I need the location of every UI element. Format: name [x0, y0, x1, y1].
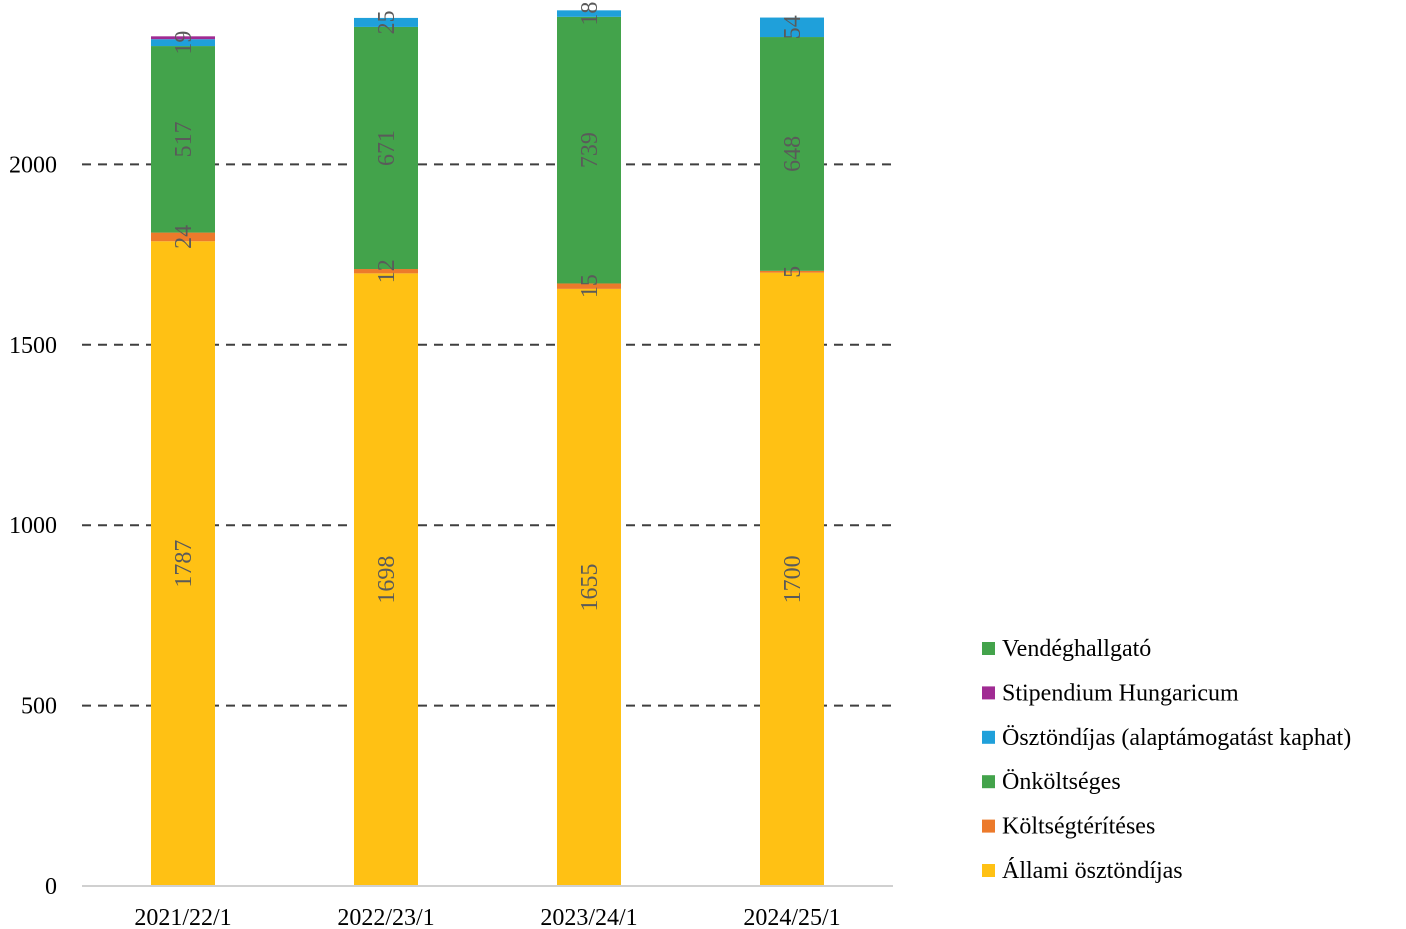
legend-swatch	[982, 686, 995, 700]
y-tick-label: 1500	[9, 333, 57, 359]
data-label: 648	[780, 136, 806, 172]
data-label: 671	[374, 130, 400, 166]
bar-segment	[151, 241, 215, 887]
bar-segment	[151, 39, 215, 47]
bar-segment	[557, 288, 621, 887]
y-tick-label: 0	[45, 874, 57, 900]
data-labels: 1787 24 517 19 1698 12 671 25 1655 15 739 18 1700 5 64…	[171, 2, 806, 612]
data-label: 1700	[780, 555, 806, 603]
legend-swatch	[982, 819, 995, 833]
data-label: 18	[577, 2, 603, 26]
legend: Vendéghallgató Stipendium Hungaricum Ösztö…	[982, 636, 1351, 884]
data-label: 25	[374, 10, 400, 34]
data-label: 15	[577, 274, 603, 298]
legend-entry: Önköltséges	[1002, 769, 1121, 795]
data-label: 12	[374, 259, 400, 283]
bar-segment	[557, 16, 621, 284]
bar-segment	[354, 269, 418, 274]
x-tick-label: 2024/25/1	[743, 905, 840, 929]
y-tick-label: 2000	[9, 152, 57, 178]
legend-swatch	[982, 775, 995, 789]
x-tick-label: 2021/22/1	[134, 905, 231, 929]
bar-segment	[354, 273, 418, 887]
gridlines	[82, 163, 893, 707]
legend-entry: Stipendium Hungaricum	[1002, 680, 1239, 706]
bar-segment	[557, 283, 621, 289]
bar-segment	[760, 270, 824, 273]
data-label: 1698	[374, 556, 400, 604]
data-label: 24	[171, 225, 197, 249]
bar-segment	[760, 17, 824, 38]
bar-segment	[760, 272, 824, 886]
legend-entry: Vendéghallgató	[1002, 636, 1151, 662]
y-tick-label: 1000	[9, 513, 57, 539]
data-label: 1787	[171, 540, 197, 588]
x-tick-label: 2022/23/1	[337, 905, 434, 929]
bar-segment	[151, 232, 215, 242]
bar-segment	[151, 36, 215, 40]
x-tick-label: 2023/24/1	[540, 905, 637, 929]
x-axis-ticks: 2021/22/1 2022/23/1 2023/24/1 2024/25/1	[134, 905, 840, 929]
y-axis-ticks: 0 500 1000 1500 2000	[9, 152, 57, 900]
data-label: 1655	[577, 563, 603, 611]
bar-segment	[760, 37, 824, 271]
legend-entry: Állami ösztöndíjas	[1002, 858, 1183, 884]
data-label: 5	[780, 266, 806, 278]
bar-segment	[354, 26, 418, 270]
bar-segment	[151, 46, 215, 233]
legend-swatch	[982, 642, 995, 655]
legend-swatch	[982, 730, 995, 744]
legend-entry: Ösztöndíjas (alaptámogatást kaphat)	[1002, 725, 1351, 751]
bar-segment	[557, 10, 621, 17]
data-label: 19	[171, 31, 197, 55]
data-label: 54	[780, 15, 806, 39]
bars	[151, 10, 824, 887]
data-label: 739	[577, 132, 603, 168]
data-label: 517	[171, 121, 197, 157]
y-tick-label: 500	[21, 694, 57, 720]
bar-segment	[354, 17, 418, 27]
legend-swatch	[982, 864, 995, 877]
legend-entry: Költségtérítéses	[1002, 814, 1155, 840]
